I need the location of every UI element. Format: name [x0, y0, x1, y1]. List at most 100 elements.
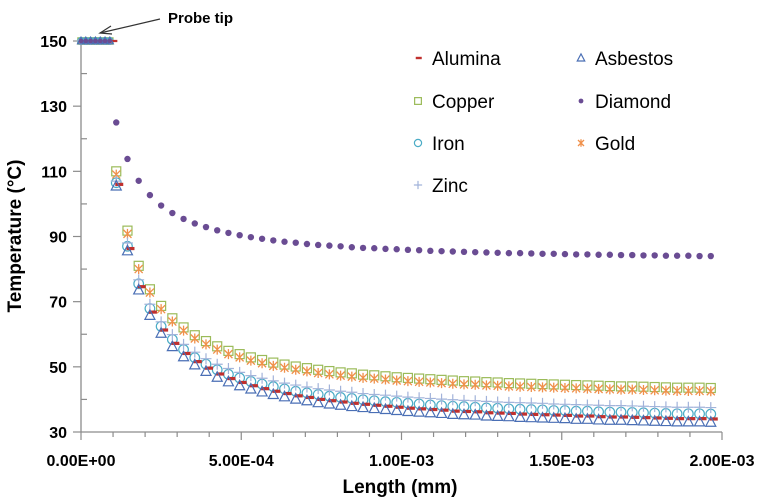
gold-point	[481, 380, 491, 391]
asbestos-point	[357, 400, 370, 413]
alumina-point	[485, 411, 494, 415]
diamond-point	[157, 202, 165, 209]
zinc-point	[402, 391, 414, 403]
y-tick-label: 70	[49, 295, 67, 312]
zinc-point	[245, 370, 257, 382]
alumina-point	[541, 413, 550, 417]
alumina-point	[216, 372, 225, 376]
x-tick-label: 1.00E-03	[369, 453, 434, 470]
legend-item-gold: Gold	[577, 134, 635, 155]
zinc-point	[447, 394, 459, 406]
zinc-point	[346, 386, 358, 398]
legend-marker-asbestos-icon	[576, 52, 586, 62]
zinc-point	[604, 400, 616, 412]
zinc-point	[144, 298, 156, 310]
diamond-point	[449, 248, 456, 255]
zinc-point	[537, 397, 549, 409]
diamond-point	[685, 252, 692, 259]
legend-item-asbestos: Asbestos	[576, 49, 673, 70]
zinc-point	[368, 389, 380, 401]
diamond-point	[516, 249, 524, 257]
zinc-point	[480, 395, 492, 407]
gold-point	[201, 339, 211, 350]
asbestos-point	[300, 393, 313, 406]
legend-marker-iron-icon	[413, 138, 423, 148]
gold-point	[437, 378, 447, 389]
asbestos-point	[671, 415, 684, 427]
gold-point	[459, 379, 469, 390]
zinc-point	[312, 383, 324, 395]
zinc-point	[705, 402, 717, 414]
alumina-point	[317, 397, 326, 402]
diamond-probe-tip-point	[93, 38, 98, 44]
asbestos-point	[200, 364, 212, 376]
alumina-point	[249, 384, 258, 388]
asbestos-point	[659, 414, 672, 427]
zinc-point	[436, 393, 448, 405]
gold-point	[369, 373, 379, 384]
alumina-point	[362, 402, 371, 406]
alumina-point	[137, 285, 146, 289]
asbestos-point	[525, 410, 538, 423]
legend-label-diamond: Diamond	[595, 92, 671, 113]
alumina-point	[597, 415, 606, 419]
asbestos-point	[323, 397, 336, 409]
asbestos-point	[110, 179, 123, 191]
diamond-point	[539, 250, 546, 257]
gold-point	[683, 385, 693, 396]
gold-point	[515, 381, 525, 392]
zinc-point	[559, 398, 571, 410]
asbestos-point	[480, 409, 493, 421]
asbestos-point	[648, 414, 661, 426]
asbestos-point	[345, 399, 358, 412]
alumina-point	[620, 415, 629, 419]
gold-point	[493, 380, 503, 391]
zinc-point	[335, 385, 347, 397]
annotation-text: Probe tip	[168, 10, 233, 27]
asbestos-point	[256, 385, 269, 397]
alumina-point	[283, 391, 292, 396]
alumina-point	[687, 417, 696, 421]
gold-point	[123, 228, 132, 239]
gold-point	[268, 360, 278, 371]
asbestos-point	[244, 382, 257, 394]
alumina-point	[608, 415, 617, 419]
gold-point	[381, 374, 390, 385]
diamond-point	[404, 246, 412, 254]
legend-label-zinc: Zinc	[432, 176, 468, 197]
alumina-point	[530, 412, 539, 417]
zinc-point	[548, 398, 560, 410]
asbestos-point	[514, 410, 527, 422]
zinc-point	[121, 237, 133, 249]
alumina-point	[418, 407, 427, 411]
gold-point	[526, 382, 536, 393]
zinc-point	[593, 399, 605, 411]
zinc-point	[694, 401, 706, 413]
asbestos-point	[121, 244, 134, 256]
zinc-point	[469, 395, 481, 407]
alumina-point	[261, 387, 270, 391]
diamond-point	[236, 231, 243, 239]
gold-point	[425, 377, 435, 388]
y-tick-label: 150	[40, 34, 67, 51]
gold-point	[538, 382, 547, 393]
asbestos-point	[446, 407, 459, 420]
zinc-point	[615, 400, 627, 412]
data-marks	[76, 35, 718, 427]
asbestos-point	[379, 402, 392, 415]
asbestos-point	[211, 370, 224, 382]
diamond-point	[146, 191, 154, 199]
zinc-point	[279, 377, 291, 389]
x-axis-label: Length (mm)	[342, 477, 457, 498]
gold-point	[179, 325, 189, 336]
gold-point	[706, 386, 716, 397]
diamond-point	[528, 250, 535, 257]
gold-point	[313, 368, 323, 379]
diamond-point	[438, 247, 445, 255]
diamond-point	[427, 247, 434, 255]
zinc-point	[267, 375, 279, 387]
asbestos-point	[267, 387, 280, 400]
diamond-point	[629, 251, 636, 259]
zinc-point	[256, 372, 268, 384]
diamond-point	[572, 251, 580, 258]
